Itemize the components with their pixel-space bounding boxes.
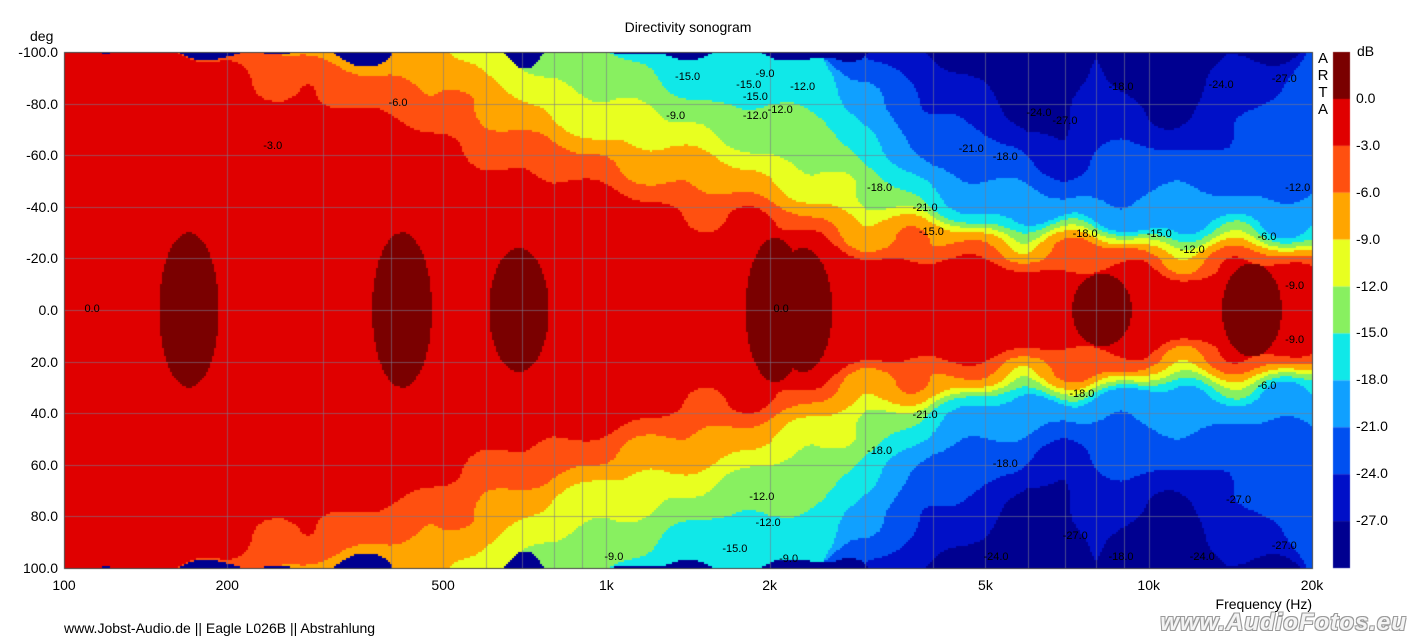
contour-label: -18.0 xyxy=(1108,550,1134,563)
contour-label: -24.0 xyxy=(1189,550,1215,563)
y-tick-label: -40.0 xyxy=(26,198,58,215)
contour-label: -15.0 xyxy=(722,542,748,555)
watermark-logo: www.AudioFotos.eu xyxy=(1160,609,1407,637)
y-tick-label: -20.0 xyxy=(26,250,58,267)
watermark-suffix: .eu xyxy=(1369,609,1407,636)
footer-text: www.Jobst-Audio.de || Eagle L026B || Abs… xyxy=(64,620,376,636)
contour-label: -12.0 xyxy=(749,491,775,504)
y-tick-label: 0.0 xyxy=(38,302,58,318)
contour-label: -18.0 xyxy=(1072,228,1098,241)
contour-label: -27.0 xyxy=(1052,114,1078,127)
contour-label: -15.0 xyxy=(1146,228,1172,241)
x-tick-label: 1k xyxy=(598,577,614,593)
contour-label: -12.0 xyxy=(767,104,793,117)
contour-label: -21.0 xyxy=(958,143,984,156)
colorbar-unit: dB xyxy=(1357,43,1375,59)
contour-label: -9.0 xyxy=(1285,279,1305,292)
colorbar-tick-label: -27.0 xyxy=(1356,512,1388,529)
x-tick-label: 2k xyxy=(762,577,778,593)
contour-label: -9.0 xyxy=(666,109,686,122)
contour-label: -12.0 xyxy=(1179,243,1205,256)
contour-label: -9.0 xyxy=(604,550,624,563)
colorbar-tick-label: -21.0 xyxy=(1356,418,1388,435)
x-tick-label: 20k xyxy=(1300,577,1324,593)
contour-label: -12.0 xyxy=(790,81,816,94)
contour-label: -24.0 xyxy=(1026,106,1052,119)
contour-label: -15.0 xyxy=(675,70,701,83)
contour-label: -24.0 xyxy=(1208,78,1234,91)
contour-label: -18.0 xyxy=(867,181,893,194)
colorbar-tick-label: -9.0 xyxy=(1356,230,1381,247)
x-tick-label: 5k xyxy=(978,577,993,593)
contour-label: -27.0 xyxy=(1271,540,1297,553)
x-tick-label: 100 xyxy=(52,577,76,593)
y-tick-label: 20.0 xyxy=(30,353,58,370)
colorbar-tick-label: -6.0 xyxy=(1356,183,1381,200)
y-tick-label: -60.0 xyxy=(26,147,58,164)
y-tick-label: 40.0 xyxy=(30,405,58,422)
x-tick-label: 500 xyxy=(431,577,455,593)
contour-label: -6.0 xyxy=(1257,230,1277,243)
contour-label: -27.0 xyxy=(1225,493,1252,506)
contour-label: -18.0 xyxy=(1069,388,1095,401)
colorbar-tick-label: 0.0 xyxy=(1356,89,1376,106)
x-tick-label: 200 xyxy=(215,577,239,593)
contour-label: 0.0 xyxy=(84,303,100,315)
contour-label: 0.0 xyxy=(773,303,789,315)
contour-label: -9.0 xyxy=(1285,333,1305,346)
contour-label: -18.0 xyxy=(992,457,1018,470)
y-tick-label: 100.0 xyxy=(22,560,58,576)
contour-label: -15.0 xyxy=(736,78,762,91)
colorbar-tick-label: -18.0 xyxy=(1356,371,1388,388)
contour-label: -18.0 xyxy=(1108,81,1134,94)
contour-label: -6.0 xyxy=(388,96,408,109)
contour-label: -21.0 xyxy=(912,408,938,421)
contour-label: -27.0 xyxy=(1271,73,1297,86)
y-tick-label: -100.0 xyxy=(18,44,58,60)
contour-label: -6.0 xyxy=(1257,380,1277,393)
colorbar-tick-label: -24.0 xyxy=(1356,465,1388,482)
x-tick-label: 10k xyxy=(1137,577,1160,593)
contour-label: -9.0 xyxy=(779,553,799,566)
watermark-main: www.AudioFotos xyxy=(1160,609,1370,636)
contour-label: -3.0 xyxy=(263,140,283,153)
colorbar-tick-label: -15.0 xyxy=(1356,324,1388,341)
colorbar-tick-label: -12.0 xyxy=(1356,277,1388,294)
colorbar-tick-label: -3.0 xyxy=(1356,136,1381,153)
contour-label: -12.0 xyxy=(755,517,781,530)
contour-label: -18.0 xyxy=(992,150,1018,163)
y-tick-label: -80.0 xyxy=(26,95,58,112)
contour-label: -15.0 xyxy=(918,225,944,238)
x-axis-label: Frequency (Hz) xyxy=(1215,596,1312,612)
contour-label: -9.0 xyxy=(755,68,775,81)
contour-label: -27.0 xyxy=(1062,530,1088,543)
contour-label: -12.0 xyxy=(1285,181,1311,194)
y-tick-label: 80.0 xyxy=(30,508,58,525)
y-tick-label: 60.0 xyxy=(30,456,58,473)
contour-label: -12.0 xyxy=(742,109,768,122)
contour-label: -18.0 xyxy=(867,444,893,457)
contour-label: -21.0 xyxy=(912,202,938,215)
chart-title: Directivity sonogram xyxy=(624,19,752,35)
y-axis-label: deg xyxy=(30,28,54,44)
contour-label: -15.0 xyxy=(742,91,768,104)
contour-label: -24.0 xyxy=(983,550,1009,563)
